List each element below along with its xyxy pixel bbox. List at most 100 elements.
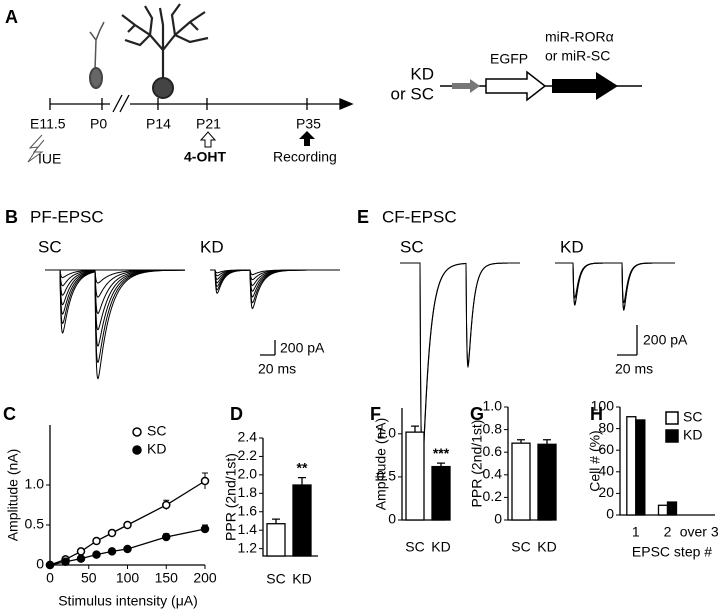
bar (511, 442, 531, 521)
y-tick-label: 2.0 (238, 466, 258, 482)
marker (92, 550, 101, 559)
trace (45, 269, 185, 314)
construct (440, 70, 642, 102)
marker (200, 476, 210, 486)
panel-title: PF-EPSC (30, 207, 104, 226)
panel-label: G (470, 404, 484, 424)
bar (405, 431, 425, 521)
y-axis-label: PPR (2nd/1st) (469, 420, 485, 508)
significance: ** (297, 459, 308, 475)
x-tick-label: 1 (632, 524, 640, 540)
marker (61, 557, 70, 567)
y-tick-label: 0.4 (483, 466, 503, 482)
y-tick-label: 1.0 (377, 425, 397, 441)
panel-label: H (590, 404, 603, 424)
marker (123, 520, 132, 530)
panel-label: F (370, 404, 381, 424)
x-axis-label: EPSC step # (632, 544, 712, 560)
marker (162, 532, 171, 542)
timeline-label: P21 (196, 116, 221, 132)
y-tick-label: 0.5 (25, 516, 45, 532)
bar (266, 523, 286, 557)
y-tick-label: 0 (606, 506, 614, 522)
marker (123, 544, 132, 554)
timeline-label: P35 (296, 116, 321, 132)
x-axis-label: Stimulus intensity (μA) (58, 593, 198, 609)
traces (45, 269, 340, 380)
trace (45, 269, 185, 298)
trace (210, 269, 340, 304)
y-tick-label: 2.2 (238, 447, 258, 463)
bar (635, 419, 646, 516)
x-tick-label: SC (266, 571, 285, 587)
y-tick-label: 1.4 (238, 521, 258, 537)
panel-label: A (5, 7, 18, 27)
x-tick-label: KD (431, 539, 450, 555)
scale-label: 20 ms (258, 361, 296, 377)
x-tick-label: KD (537, 539, 556, 555)
x-tick-label: SC (405, 539, 424, 555)
x-tick-label: 150 (155, 570, 179, 586)
x-tick-label: 0 (46, 570, 54, 586)
timeline (49, 94, 354, 113)
ohf-arrow (199, 131, 217, 148)
error-bar (543, 439, 551, 445)
legend-label: KD (147, 441, 166, 457)
legend-marker (132, 427, 142, 437)
condition-label: SC (38, 237, 62, 256)
y-axis-label: Amplitude (nA) (373, 418, 389, 511)
scale-label: 20 ms (615, 361, 653, 377)
y-tick-label: 1.0 (25, 476, 45, 492)
legend-label: SC (683, 409, 702, 425)
marker (45, 560, 55, 570)
scale-bar (617, 325, 638, 356)
trace (555, 262, 675, 304)
panel-label: E (357, 207, 369, 227)
timeline-label: P0 (90, 116, 107, 132)
y-axis-label: Amplitude (nA) (5, 449, 21, 542)
significance: *** (433, 445, 450, 461)
legend-marker (132, 445, 142, 455)
x-tick-label: SC (511, 539, 530, 555)
y-tick-label: 1.2 (238, 539, 258, 555)
y-tick-label: 0.5 (377, 468, 397, 484)
panel-label: D (230, 404, 243, 424)
iue-icon (27, 134, 45, 163)
timeline-label: E11.5 (30, 116, 66, 132)
x-tick-label: 200 (193, 570, 217, 586)
y-tick-label: 0.8 (483, 420, 503, 436)
bar (626, 416, 637, 516)
y-tick-label: 80 (598, 419, 614, 435)
y-tick-label: 100 (591, 398, 615, 414)
panel-label: C (3, 404, 16, 424)
scale-label: 200 pA (280, 340, 325, 356)
marker (76, 554, 86, 563)
recording-arrow (299, 131, 315, 146)
insert-label: miR-RORα (545, 29, 614, 45)
construct-label: or SC (391, 84, 434, 103)
scale-label: 200 pA (643, 332, 688, 348)
bar (666, 501, 678, 516)
legend-label: SC (147, 423, 166, 439)
y-tick-label: 0 (494, 511, 502, 527)
event-label: IUE (38, 151, 61, 167)
y-tick-label: 60 (598, 441, 614, 457)
y-tick-label: 1.8 (238, 484, 258, 500)
neurons (89, 3, 209, 99)
bar (431, 465, 451, 521)
trace (210, 269, 340, 310)
y-tick-label: 0.2 (483, 488, 503, 504)
marker (107, 547, 117, 556)
y-tick-label: 0 (388, 511, 396, 527)
reporter-label: EGFP (490, 51, 528, 67)
event-label: Recording (273, 149, 337, 165)
bar (292, 484, 312, 557)
y-tick-label: 2.4 (238, 429, 258, 445)
y-axis-label: PPR (2nd/1st) (223, 453, 239, 541)
timeline-label: P14 (146, 116, 171, 132)
event-label: 4-OHT (184, 149, 226, 165)
traces (400, 262, 675, 468)
insert-label: or miR-SC (545, 48, 610, 64)
error-bar (298, 476, 306, 486)
